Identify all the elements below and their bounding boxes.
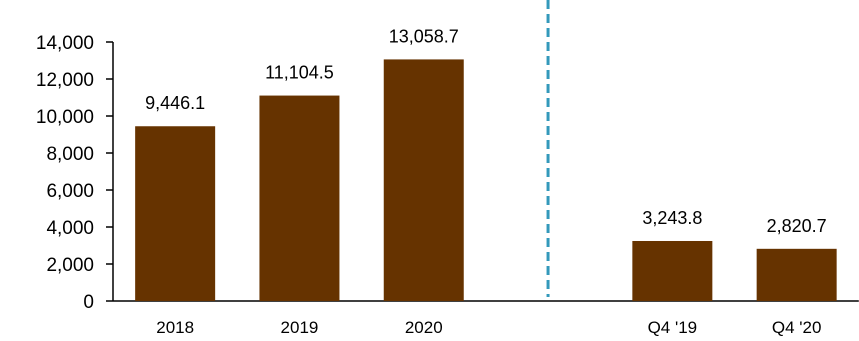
y-axis: 0 2,000 4,000 6,000 8,000 10,000 12,000 14,000	[36, 33, 114, 313]
y-tick-label: 14,000	[36, 33, 94, 54]
bar	[632, 240, 713, 301]
data-label: 11,104.5	[265, 63, 334, 83]
data-label: 3,243.8	[642, 208, 702, 228]
y-tick-label: 4,000	[46, 218, 94, 239]
data-labels: 9,446.1 11,104.5 13,058.7 3,243.8 2,820.7	[145, 26, 827, 235]
y-tick-label: 12,000	[36, 70, 94, 91]
bar	[756, 248, 837, 301]
x-tick-label: 2019	[281, 318, 319, 337]
y-tick-label: 6,000	[46, 181, 94, 202]
x-tick-label: 2018	[156, 318, 194, 337]
x-tick-label: Q4 '20	[772, 318, 822, 337]
x-tick-label: 2020	[405, 318, 443, 337]
y-tick-label: 2,000	[46, 255, 94, 276]
y-tick-label: 10,000	[36, 107, 94, 128]
y-tick-label: 8,000	[46, 144, 94, 165]
bar	[135, 126, 216, 301]
x-axis: 2018 2019 2020 Q4 '19 Q4 '20	[113, 300, 859, 337]
data-label: 9,446.1	[145, 93, 205, 113]
x-tick-label: Q4 '19	[648, 318, 698, 337]
data-label: 2,820.7	[767, 216, 827, 236]
data-label: 13,058.7	[389, 26, 459, 46]
bar	[383, 59, 464, 302]
bar	[259, 95, 340, 302]
bars	[135, 59, 837, 302]
y-tick-label: 0	[83, 292, 94, 313]
